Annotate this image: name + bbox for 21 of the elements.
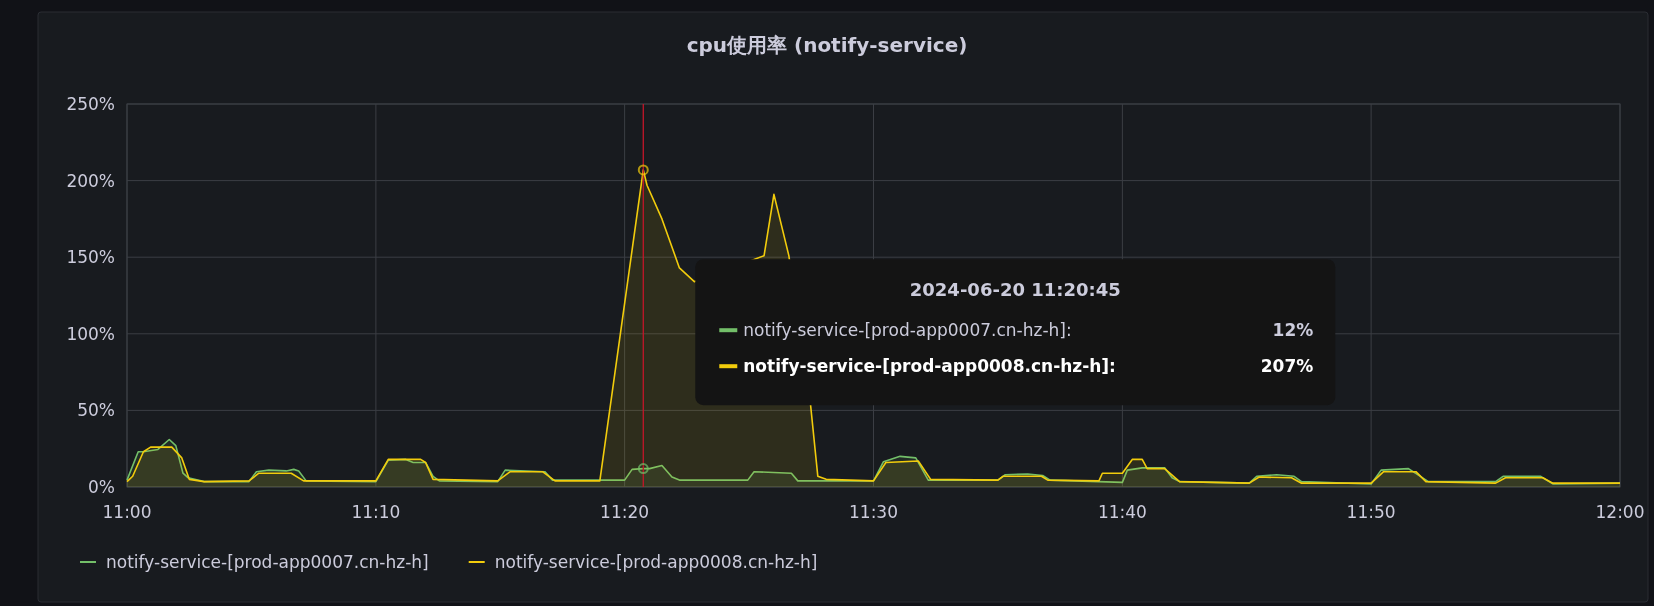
- y-tick-label: 0%: [88, 477, 115, 497]
- x-tick-label: 11:00: [102, 502, 152, 522]
- y-tick-label: 100%: [66, 323, 115, 344]
- x-tick-label: 11:40: [1097, 502, 1147, 522]
- x-tick-label: 11:30: [849, 502, 898, 522]
- annotation: notify-service-[prod-app0008.cn-hz-h]:: [743, 356, 1116, 377]
- y-tick-label: 200%: [66, 170, 115, 191]
- y-tick-label: 250%: [66, 94, 115, 114]
- annotation: 12%: [1272, 320, 1314, 341]
- annotation: 2024-06-20 11:20:45: [909, 279, 1121, 301]
- annotation: 207%: [1260, 356, 1314, 377]
- annotation: notify-service-[prod-app0007.cn-hz-h]:: [743, 320, 1072, 341]
- y-tick-label: 50%: [77, 400, 115, 421]
- chart-title: cpu使用率 (notify-service): [686, 33, 968, 57]
- legend-label: notify-service-[prod-app0007.cn-hz-h]: [106, 552, 429, 572]
- y-tick-label: 150%: [66, 247, 115, 268]
- legend-label: notify-service-[prod-app0008.cn-hz-h]: [494, 552, 818, 572]
- x-tick-label: 11:10: [351, 502, 401, 522]
- x-tick-label: 11:20: [600, 502, 650, 522]
- x-tick-label: 11:50: [1346, 502, 1396, 522]
- x-tick-label: 12:00: [1595, 502, 1645, 522]
